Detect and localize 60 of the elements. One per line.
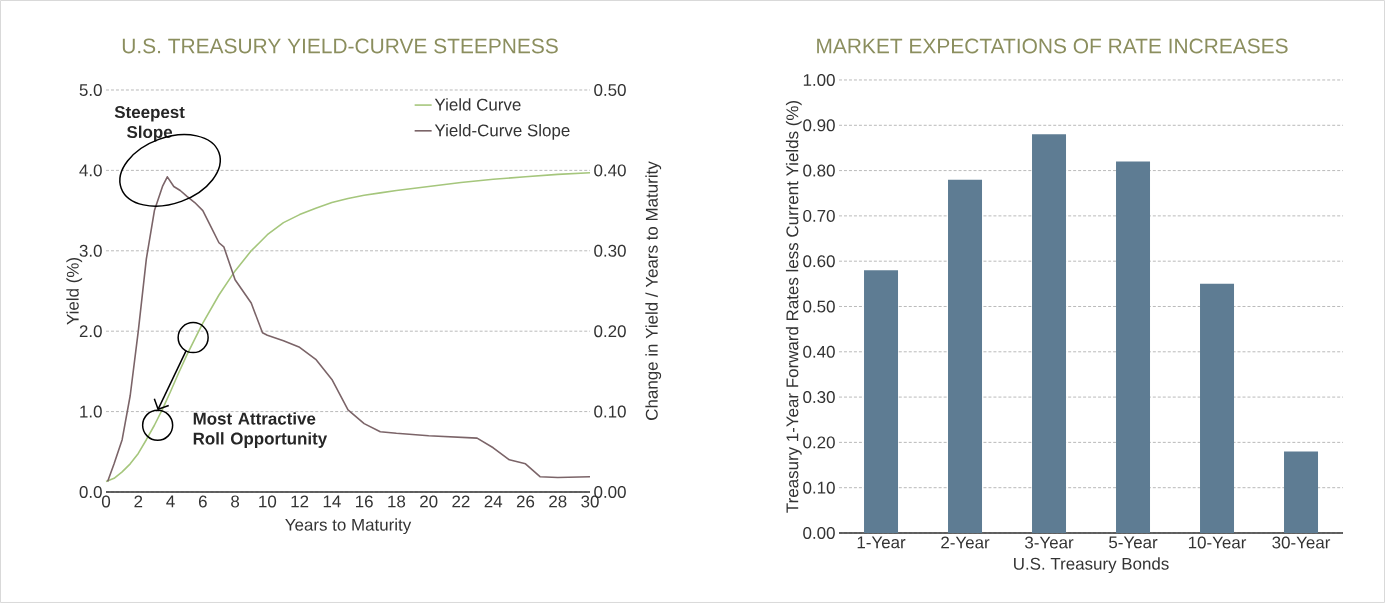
x-tick-label: 20	[420, 495, 438, 508]
x-tick-label: 22	[452, 495, 470, 508]
x-tick-label: 4	[166, 495, 175, 508]
x-tick-label: 28	[549, 495, 567, 508]
x-tick-label: 24	[484, 495, 503, 508]
chart-title: U.S. TREASURY YIELD-CURVE STEEPNESS	[122, 38, 558, 54]
x-tick-label: 2-Year	[941, 536, 990, 549]
annotation: Steepest Slope	[114, 106, 185, 142]
x-tick-label: 2	[134, 495, 143, 508]
chart-title: MARKET EXPECTATIONS OF RATE INCREASES	[817, 38, 1288, 54]
y-tick-label: 0.10	[803, 481, 835, 494]
y2-tick-label: 0.30	[594, 244, 626, 257]
y-tick-label: 0.40	[803, 345, 835, 358]
annotation: Most Attractive Roll Opportunity	[193, 412, 328, 448]
x-axis-title: Years to Maturity	[285, 518, 412, 535]
x-axis-title: U.S. Treasury Bonds	[1014, 557, 1169, 574]
x-tick-label: 16	[356, 495, 373, 508]
y-tick-label: 0.30	[803, 391, 835, 404]
y2-tick-label: 0.40	[594, 164, 626, 177]
y-tick-label: 5.0	[79, 83, 102, 96]
y-tick-label: 0.60	[803, 255, 835, 268]
bar	[1032, 134, 1067, 533]
x-tick-label: 8	[231, 495, 240, 508]
x-tick-label: 18	[388, 495, 406, 508]
y-tick-label: 0.20	[803, 436, 835, 449]
y-tick-label: 4.0	[79, 164, 102, 177]
legend-label: Yield-Curve Slope	[434, 123, 570, 140]
y-tick-label: 0.80	[803, 164, 835, 177]
bar	[1284, 451, 1319, 533]
x-tick-label: 5-Year	[1109, 536, 1158, 549]
y-axis-title: Yield (%)	[66, 258, 83, 325]
y-tick-label: 1.0	[80, 405, 102, 418]
x-tick-label: 10	[259, 495, 277, 508]
y2-tick-label: 0.50	[594, 83, 626, 96]
y-tick-label: 0.50	[803, 300, 835, 313]
bar	[864, 270, 899, 533]
y-tick-label: 0.00	[803, 526, 835, 539]
bar	[1116, 161, 1151, 533]
bar	[948, 179, 983, 533]
x-tick-label: 10-Year	[1188, 536, 1247, 549]
x-tick-label: 30-Year	[1272, 536, 1331, 549]
y-tick-label: 1.00	[803, 73, 835, 86]
x-tick-label: 6	[198, 495, 207, 508]
x-tick-label: 12	[291, 495, 309, 508]
x-tick-label: 1-Year	[857, 536, 906, 549]
y-tick-label: 0.90	[803, 119, 835, 132]
y2-tick-label: 0.10	[594, 405, 626, 418]
y-tick-label: 2.0	[79, 325, 102, 338]
y2-tick-label: 0.20	[594, 325, 626, 338]
bar	[1200, 283, 1235, 533]
y-tick-label: 0.70	[803, 209, 835, 222]
y-tick-label: 3.0	[79, 244, 102, 257]
x-tick-label: 14	[323, 495, 341, 508]
x-tick-label: 26	[516, 495, 535, 508]
y2-axis-title: Change in Yield / Years to Maturity	[645, 161, 662, 420]
x-tick-label: 0	[101, 495, 111, 508]
y-tick-label: 0.0	[79, 485, 102, 498]
y-axis-title: Treasury 1-Year Forward Rates less Current Yields (%)	[785, 101, 802, 513]
x-tick-label: 3-Year	[1025, 536, 1074, 549]
legend-label: Yield Curve	[434, 98, 521, 111]
